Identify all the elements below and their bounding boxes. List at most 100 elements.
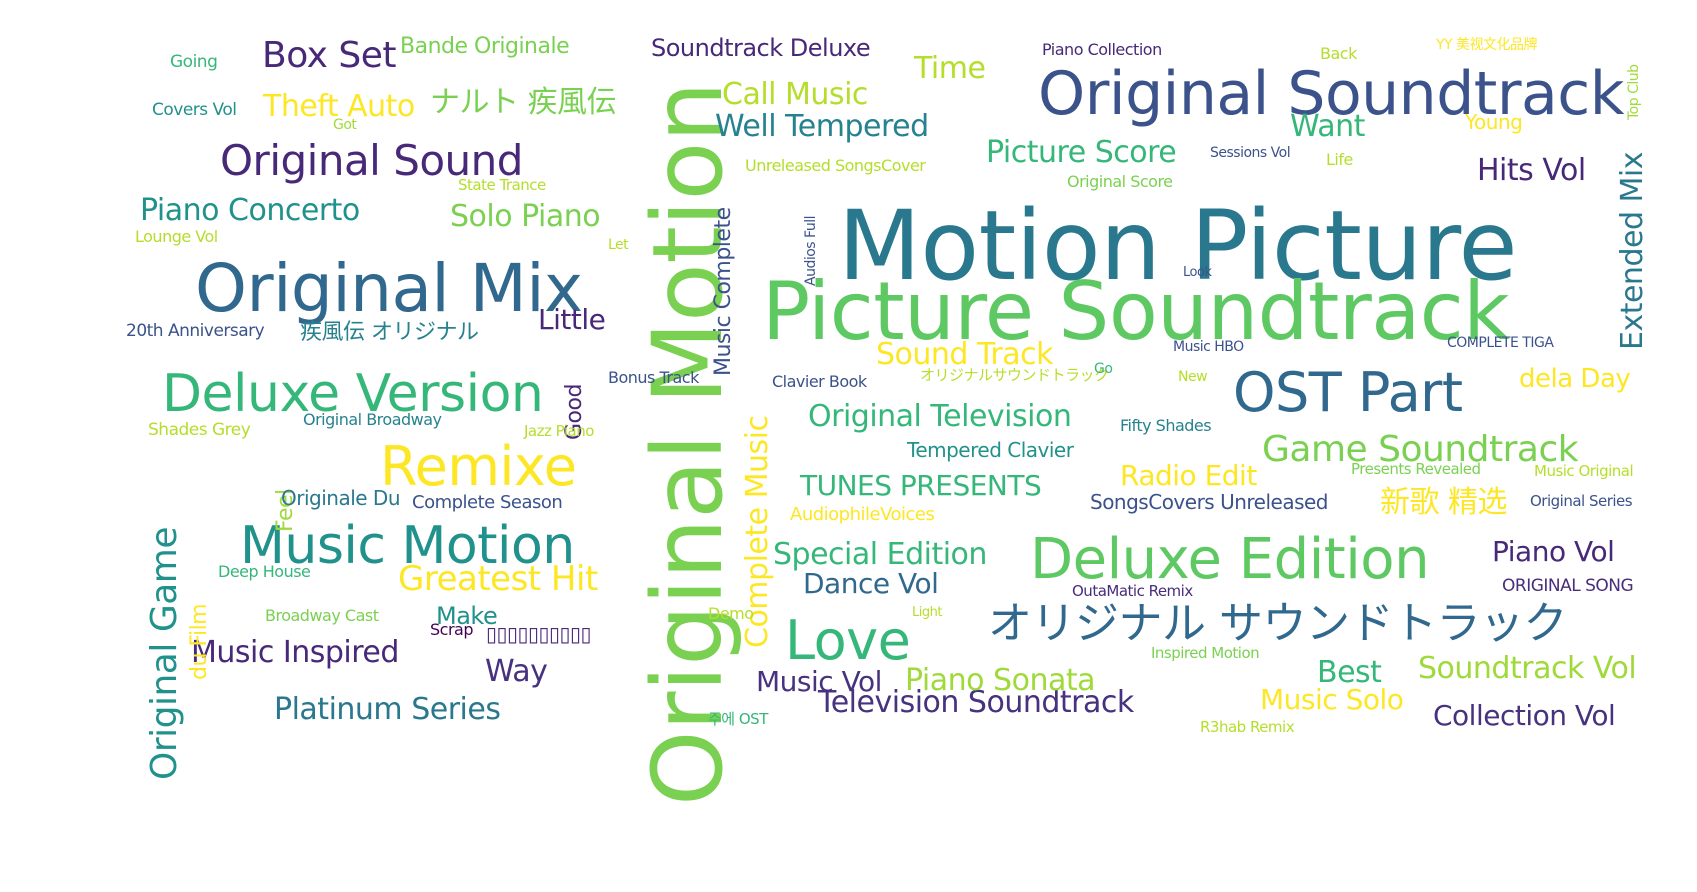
word: Music Motion bbox=[240, 516, 575, 576]
word: Top Club bbox=[1626, 64, 1642, 121]
word: Back bbox=[1320, 44, 1357, 63]
word: Scrap bbox=[430, 620, 474, 639]
word: Music Vol bbox=[756, 665, 882, 698]
word: Original Series bbox=[1530, 492, 1633, 510]
word: Broadway Cast bbox=[265, 606, 379, 625]
word: ナルト 疾風伝 bbox=[430, 85, 617, 120]
word: R3hab Remix bbox=[1200, 718, 1295, 736]
word: Original Broadway bbox=[303, 410, 442, 429]
word: Complete Season bbox=[412, 492, 563, 513]
word: Time bbox=[914, 51, 986, 86]
word: Motion Picture bbox=[838, 190, 1518, 302]
word: Music Complete bbox=[711, 207, 736, 376]
word: dela Day bbox=[1519, 364, 1631, 394]
word: New bbox=[1178, 369, 1208, 385]
word: オリジナル サウンドトラック bbox=[988, 598, 1568, 649]
word: Go bbox=[1094, 361, 1113, 377]
word: Music Inspired bbox=[191, 635, 399, 670]
word: Deep House bbox=[218, 562, 311, 581]
word: 20th Anniversary bbox=[126, 321, 265, 341]
word: Love bbox=[785, 609, 911, 672]
word: Life bbox=[1326, 150, 1353, 169]
word: Bonus Track bbox=[608, 368, 699, 387]
word: Picture Soundtrack bbox=[762, 265, 1510, 358]
word: Remixe bbox=[380, 435, 577, 498]
word: Piano Sonata bbox=[905, 663, 1096, 698]
word: Greatest Hit bbox=[398, 559, 598, 599]
word: Box Set bbox=[262, 35, 396, 76]
word: Special Edition bbox=[773, 537, 987, 572]
word: Fifty Shades bbox=[1120, 416, 1212, 435]
word: Game Soundtrack bbox=[1262, 429, 1579, 470]
word: Television Soundtrack bbox=[818, 685, 1134, 720]
word: Original Motion bbox=[632, 81, 744, 806]
word: OutaMatic Remix bbox=[1072, 582, 1193, 600]
word: TUNES PRESENTS bbox=[800, 469, 1042, 502]
word: COMPLETE TIGA bbox=[1447, 335, 1554, 351]
word: Platinum Series bbox=[274, 692, 501, 727]
word: Solo Piano bbox=[450, 199, 601, 234]
word: Original Score bbox=[1067, 172, 1173, 191]
word: Original Sound bbox=[220, 136, 523, 185]
word: Jazz Piano bbox=[524, 422, 594, 440]
word: Deluxe Version bbox=[162, 364, 544, 424]
word: Theft Auto bbox=[263, 89, 415, 124]
word: Shades Grey bbox=[148, 420, 251, 440]
word: Sound Track bbox=[876, 337, 1054, 372]
word: 주에 OST bbox=[708, 710, 768, 728]
word: Demo bbox=[708, 604, 754, 623]
word: YY 美视文化品牌 bbox=[1436, 37, 1538, 53]
word: Originale Du bbox=[281, 486, 401, 510]
word: Music HBO bbox=[1173, 339, 1244, 355]
word: AudiophileVoices bbox=[790, 504, 935, 525]
word: Original Mix bbox=[195, 250, 583, 327]
word: Bande Originale bbox=[400, 34, 570, 59]
word: Soundtrack Vol bbox=[1418, 651, 1637, 686]
word: Soundtrack Deluxe bbox=[651, 34, 871, 62]
word: Way bbox=[485, 654, 548, 689]
word: Original Television bbox=[808, 399, 1072, 434]
word: Want bbox=[1290, 109, 1365, 144]
word: Presents Revealed bbox=[1351, 460, 1481, 478]
word: SongsCovers Unreleased bbox=[1090, 490, 1329, 514]
word: Make bbox=[436, 602, 498, 630]
word: Audios Full bbox=[803, 216, 819, 286]
word: Original Soundtrack bbox=[1038, 59, 1625, 129]
word: Little bbox=[538, 303, 606, 336]
word: Look bbox=[1183, 265, 1212, 280]
word: オリジナルサウンドトラック bbox=[920, 366, 1109, 384]
word: Call Music bbox=[722, 77, 868, 112]
word: 新歌 精选 bbox=[1380, 485, 1508, 520]
word: Original Game bbox=[144, 527, 185, 780]
word: Picture Score bbox=[986, 135, 1177, 170]
word: Deluxe Edition bbox=[1030, 527, 1430, 592]
word: Going bbox=[170, 52, 218, 72]
word: Music Original bbox=[1534, 462, 1634, 480]
word: Light bbox=[912, 605, 942, 620]
word: Piano Vol bbox=[1492, 535, 1615, 568]
word: Young bbox=[1465, 110, 1523, 134]
word: Radio Edit bbox=[1120, 459, 1257, 492]
word: Lounge Vol bbox=[135, 227, 218, 246]
word: ORIGINAL SONG bbox=[1502, 576, 1634, 596]
word: Inspired Motion bbox=[1151, 644, 1260, 662]
word: Well Tempered bbox=[715, 109, 929, 144]
word: Got bbox=[333, 117, 357, 133]
word: Covers Vol bbox=[152, 100, 237, 120]
word: du Film bbox=[187, 603, 212, 680]
word: ▯▯▯▯▯▯▯▯▯▯ bbox=[486, 622, 592, 646]
word: Dance Vol bbox=[803, 567, 939, 600]
word: Extended Mix bbox=[1615, 152, 1650, 350]
word: Collection Vol bbox=[1433, 699, 1616, 732]
word: Let bbox=[608, 237, 629, 253]
word: State Trance bbox=[458, 176, 546, 194]
word: 疾風伝 オリジナル bbox=[300, 320, 479, 345]
word: OST Part bbox=[1233, 361, 1463, 424]
word: Hits Vol bbox=[1477, 153, 1586, 188]
word: Tempered Clavier bbox=[907, 438, 1074, 462]
word: Best bbox=[1317, 655, 1382, 690]
word: Music Solo bbox=[1260, 683, 1404, 716]
word: Unreleased SongsCover bbox=[745, 156, 926, 175]
word: Clavier Book bbox=[772, 372, 867, 391]
